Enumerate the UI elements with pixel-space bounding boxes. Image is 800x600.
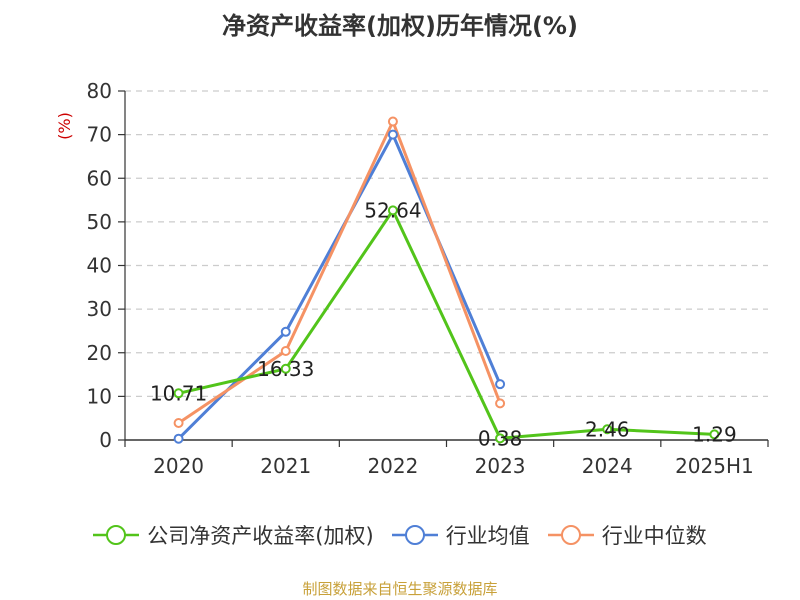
data-label: 0.38 [478,426,523,450]
legend: 公司净资产收益率(加权) 行业均值 行业中位数 [0,520,800,550]
series-point [387,129,398,140]
legend-label: 行业中位数 [601,524,707,548]
series-point [709,429,720,440]
legend-swatch-icon [547,525,594,545]
y-tick-label: 30 [87,297,112,321]
chart-title: 净资产收益率(加权)历年情况(%) [222,12,578,40]
data-label: 16.33 [257,357,314,381]
series-point [280,346,291,357]
y-tick-label: 60 [87,166,112,190]
legend-item-2[interactable]: 行业中位数 [547,520,707,550]
legend-item-1[interactable]: 行业均值 [391,520,530,550]
data-source-note: 制图数据来自恒生聚源数据库 [302,580,498,598]
y-tick-label: 10 [87,384,112,408]
x-tick-label: 2022 [367,454,418,478]
series-point [173,433,184,444]
series-point [280,363,291,374]
data-label: 2.46 [585,417,630,441]
x-tick-label: 2025H1 [675,454,754,478]
y-tick-label: 70 [87,123,112,147]
y-tick-label: 20 [87,341,112,365]
x-tick-label: 2021 [260,454,311,478]
legend-label: 行业均值 [445,524,530,548]
series-line-0 [178,208,715,440]
y-tick-label: 40 [87,254,112,278]
legend-item-0[interactable]: 公司净资产收益率(加权) [93,520,374,550]
series-point [173,417,184,428]
legend-swatch-icon [93,525,140,545]
y-tick-labels: 0 10 20 30 40 50 60 70 80 [87,79,112,452]
data-label: 52.64 [364,198,421,222]
x-tick-label: 2020 [153,454,204,478]
series-point [173,388,184,399]
legend-label: 公司净资产收益率(加权) [147,524,374,548]
y-axis-unit-label: (%) [55,112,74,140]
series-point [495,433,506,444]
y-tick-label: 50 [87,210,112,234]
data-labels: 10.71 16.33 52.64 0.38 2.46 1.29 [150,198,737,450]
x-tick-label: 2024 [582,454,633,478]
x-tick-labels: 2020 2021 2022 2023 2024 2025H1 [153,454,754,478]
series-point [387,205,398,216]
data-label: 1.29 [692,422,737,446]
y-tick-label: 0 [99,428,112,452]
series-point [387,116,398,127]
series-points [173,116,720,444]
series-point [495,379,506,390]
x-tick-label: 2023 [475,454,526,478]
series-point [280,326,291,337]
series-line-1 [177,133,502,440]
legend-swatch-icon [391,525,438,545]
series-point [602,424,613,435]
data-label: 10.71 [150,381,207,405]
series-lines [177,120,715,440]
gridlines [125,90,768,397]
series-line-2 [177,120,502,425]
axes [118,90,769,447]
series-point [495,398,506,409]
y-tick-label: 80 [87,79,112,103]
